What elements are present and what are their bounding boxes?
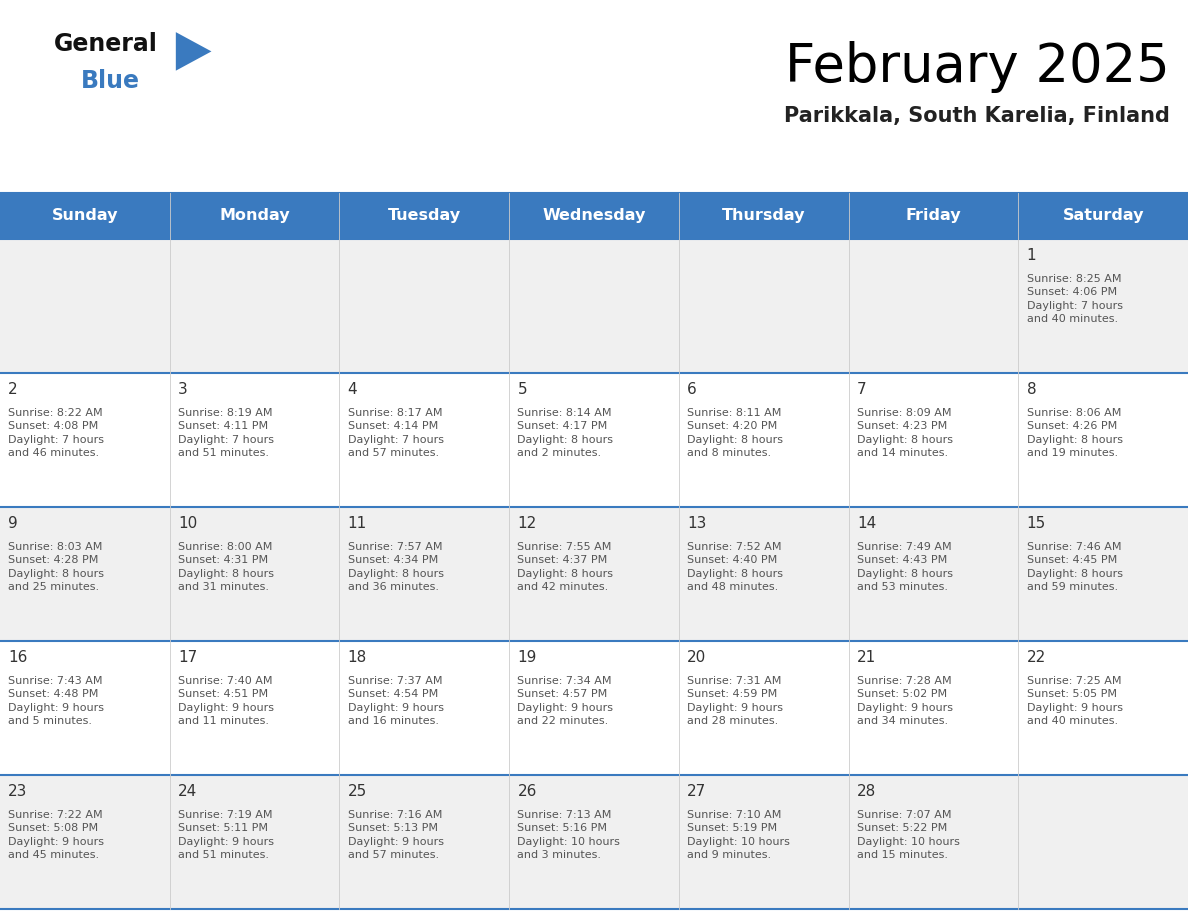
Text: Sunrise: 7:28 AM
Sunset: 5:02 PM
Daylight: 9 hours
and 34 minutes.: Sunrise: 7:28 AM Sunset: 5:02 PM Dayligh… xyxy=(857,676,953,726)
Text: Sunrise: 7:37 AM
Sunset: 4:54 PM
Daylight: 9 hours
and 16 minutes.: Sunrise: 7:37 AM Sunset: 4:54 PM Dayligh… xyxy=(348,676,444,726)
Text: Sunrise: 7:13 AM
Sunset: 5:16 PM
Daylight: 10 hours
and 3 minutes.: Sunrise: 7:13 AM Sunset: 5:16 PM Dayligh… xyxy=(518,810,620,860)
Text: Sunrise: 7:52 AM
Sunset: 4:40 PM
Daylight: 8 hours
and 48 minutes.: Sunrise: 7:52 AM Sunset: 4:40 PM Dayligh… xyxy=(687,542,783,592)
Text: 10: 10 xyxy=(178,516,197,531)
Text: 27: 27 xyxy=(687,784,707,799)
Polygon shape xyxy=(176,32,211,71)
Bar xyxy=(0,507,1188,641)
Text: 17: 17 xyxy=(178,650,197,665)
Text: 20: 20 xyxy=(687,650,707,665)
Text: Sunrise: 7:43 AM
Sunset: 4:48 PM
Daylight: 9 hours
and 5 minutes.: Sunrise: 7:43 AM Sunset: 4:48 PM Dayligh… xyxy=(8,676,105,726)
Text: 7: 7 xyxy=(857,382,866,397)
Text: Sunrise: 7:57 AM
Sunset: 4:34 PM
Daylight: 8 hours
and 36 minutes.: Sunrise: 7:57 AM Sunset: 4:34 PM Dayligh… xyxy=(348,542,444,592)
Text: Parikkala, South Karelia, Finland: Parikkala, South Karelia, Finland xyxy=(784,106,1170,126)
Text: Friday: Friday xyxy=(905,208,961,223)
Text: Sunrise: 7:46 AM
Sunset: 4:45 PM
Daylight: 8 hours
and 59 minutes.: Sunrise: 7:46 AM Sunset: 4:45 PM Dayligh… xyxy=(1026,542,1123,592)
Text: 24: 24 xyxy=(178,784,197,799)
Text: 6: 6 xyxy=(687,382,697,397)
Text: 18: 18 xyxy=(348,650,367,665)
Text: Sunrise: 8:19 AM
Sunset: 4:11 PM
Daylight: 7 hours
and 51 minutes.: Sunrise: 8:19 AM Sunset: 4:11 PM Dayligh… xyxy=(178,408,274,458)
Text: Sunrise: 7:10 AM
Sunset: 5:19 PM
Daylight: 10 hours
and 9 minutes.: Sunrise: 7:10 AM Sunset: 5:19 PM Dayligh… xyxy=(687,810,790,860)
Text: Sunday: Sunday xyxy=(51,208,118,223)
Text: 16: 16 xyxy=(8,650,27,665)
Text: Sunrise: 8:17 AM
Sunset: 4:14 PM
Daylight: 7 hours
and 57 minutes.: Sunrise: 8:17 AM Sunset: 4:14 PM Dayligh… xyxy=(348,408,444,458)
Text: Sunrise: 8:14 AM
Sunset: 4:17 PM
Daylight: 8 hours
and 2 minutes.: Sunrise: 8:14 AM Sunset: 4:17 PM Dayligh… xyxy=(518,408,613,458)
Text: Sunrise: 8:06 AM
Sunset: 4:26 PM
Daylight: 8 hours
and 19 minutes.: Sunrise: 8:06 AM Sunset: 4:26 PM Dayligh… xyxy=(1026,408,1123,458)
Text: Sunrise: 8:03 AM
Sunset: 4:28 PM
Daylight: 8 hours
and 25 minutes.: Sunrise: 8:03 AM Sunset: 4:28 PM Dayligh… xyxy=(8,542,105,592)
Bar xyxy=(0,775,1188,909)
Text: Sunrise: 7:31 AM
Sunset: 4:59 PM
Daylight: 9 hours
and 28 minutes.: Sunrise: 7:31 AM Sunset: 4:59 PM Dayligh… xyxy=(687,676,783,726)
Text: 8: 8 xyxy=(1026,382,1036,397)
Text: 2: 2 xyxy=(8,382,18,397)
Text: 25: 25 xyxy=(348,784,367,799)
Text: 22: 22 xyxy=(1026,650,1045,665)
Bar xyxy=(0,373,1188,507)
Text: Sunrise: 7:55 AM
Sunset: 4:37 PM
Daylight: 8 hours
and 42 minutes.: Sunrise: 7:55 AM Sunset: 4:37 PM Dayligh… xyxy=(518,542,613,592)
Text: Sunrise: 8:22 AM
Sunset: 4:08 PM
Daylight: 7 hours
and 46 minutes.: Sunrise: 8:22 AM Sunset: 4:08 PM Dayligh… xyxy=(8,408,105,458)
Text: Sunrise: 7:16 AM
Sunset: 5:13 PM
Daylight: 9 hours
and 57 minutes.: Sunrise: 7:16 AM Sunset: 5:13 PM Dayligh… xyxy=(348,810,444,860)
Text: 1: 1 xyxy=(1026,248,1036,263)
Bar xyxy=(0,641,1188,775)
Text: 5: 5 xyxy=(518,382,527,397)
Text: Monday: Monday xyxy=(220,208,290,223)
Text: 3: 3 xyxy=(178,382,188,397)
Text: Sunrise: 8:25 AM
Sunset: 4:06 PM
Daylight: 7 hours
and 40 minutes.: Sunrise: 8:25 AM Sunset: 4:06 PM Dayligh… xyxy=(1026,274,1123,324)
Text: General: General xyxy=(53,32,157,56)
Text: Sunrise: 8:11 AM
Sunset: 4:20 PM
Daylight: 8 hours
and 8 minutes.: Sunrise: 8:11 AM Sunset: 4:20 PM Dayligh… xyxy=(687,408,783,458)
Text: 4: 4 xyxy=(348,382,358,397)
Bar xyxy=(0,239,1188,373)
Text: Saturday: Saturday xyxy=(1062,208,1144,223)
Bar xyxy=(0,193,1188,239)
Text: Sunrise: 7:25 AM
Sunset: 5:05 PM
Daylight: 9 hours
and 40 minutes.: Sunrise: 7:25 AM Sunset: 5:05 PM Dayligh… xyxy=(1026,676,1123,726)
Text: Sunrise: 7:07 AM
Sunset: 5:22 PM
Daylight: 10 hours
and 15 minutes.: Sunrise: 7:07 AM Sunset: 5:22 PM Dayligh… xyxy=(857,810,960,860)
Text: Sunrise: 7:49 AM
Sunset: 4:43 PM
Daylight: 8 hours
and 53 minutes.: Sunrise: 7:49 AM Sunset: 4:43 PM Dayligh… xyxy=(857,542,953,592)
Text: 9: 9 xyxy=(8,516,18,531)
Text: 19: 19 xyxy=(518,650,537,665)
Text: 15: 15 xyxy=(1026,516,1045,531)
Text: Sunrise: 8:00 AM
Sunset: 4:31 PM
Daylight: 8 hours
and 31 minutes.: Sunrise: 8:00 AM Sunset: 4:31 PM Dayligh… xyxy=(178,542,274,592)
Text: Sunrise: 8:09 AM
Sunset: 4:23 PM
Daylight: 8 hours
and 14 minutes.: Sunrise: 8:09 AM Sunset: 4:23 PM Dayligh… xyxy=(857,408,953,458)
Text: 23: 23 xyxy=(8,784,27,799)
Text: 28: 28 xyxy=(857,784,876,799)
Text: Sunrise: 7:34 AM
Sunset: 4:57 PM
Daylight: 9 hours
and 22 minutes.: Sunrise: 7:34 AM Sunset: 4:57 PM Dayligh… xyxy=(518,676,613,726)
Text: Blue: Blue xyxy=(81,69,140,93)
Text: Thursday: Thursday xyxy=(722,208,805,223)
Text: 21: 21 xyxy=(857,650,876,665)
Text: 13: 13 xyxy=(687,516,707,531)
Text: 26: 26 xyxy=(518,784,537,799)
Text: Sunrise: 7:19 AM
Sunset: 5:11 PM
Daylight: 9 hours
and 51 minutes.: Sunrise: 7:19 AM Sunset: 5:11 PM Dayligh… xyxy=(178,810,274,860)
Text: 12: 12 xyxy=(518,516,537,531)
Text: Sunrise: 7:22 AM
Sunset: 5:08 PM
Daylight: 9 hours
and 45 minutes.: Sunrise: 7:22 AM Sunset: 5:08 PM Dayligh… xyxy=(8,810,105,860)
Text: 11: 11 xyxy=(348,516,367,531)
Text: 14: 14 xyxy=(857,516,876,531)
Text: Wednesday: Wednesday xyxy=(542,208,646,223)
Text: Sunrise: 7:40 AM
Sunset: 4:51 PM
Daylight: 9 hours
and 11 minutes.: Sunrise: 7:40 AM Sunset: 4:51 PM Dayligh… xyxy=(178,676,274,726)
Text: February 2025: February 2025 xyxy=(785,41,1170,94)
Text: Tuesday: Tuesday xyxy=(387,208,461,223)
